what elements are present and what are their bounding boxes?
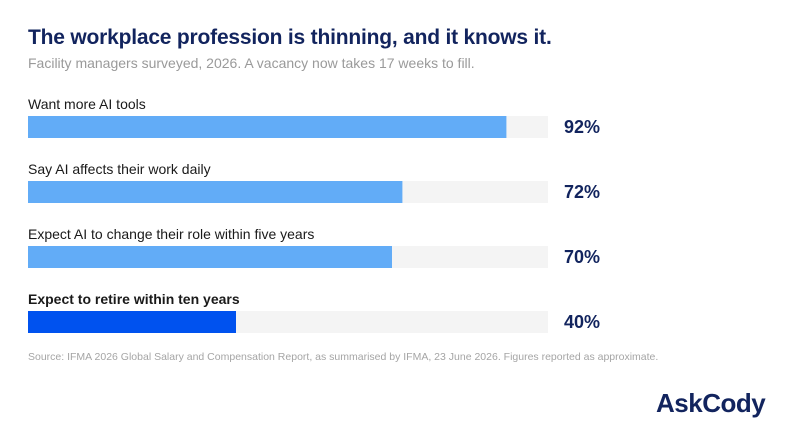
- source-note: Source: IFMA 2026 Global Salary and Comp…: [28, 351, 659, 363]
- value-label: 40%: [564, 312, 600, 332]
- category-label: Say AI affects their work daily: [28, 161, 211, 177]
- bar: [28, 181, 403, 203]
- category-label: Want more AI tools: [28, 96, 146, 112]
- chart-title: The workplace profession is thinning, an…: [28, 26, 552, 49]
- logo-text: AskCody: [656, 388, 766, 418]
- category-label: Expect AI to change their role within fi…: [28, 226, 314, 242]
- value-label: 92%: [564, 117, 600, 137]
- chart-subtitle: Facility managers surveyed, 2026. A vaca…: [28, 55, 475, 71]
- bar: [28, 116, 507, 138]
- value-label: 72%: [564, 182, 600, 202]
- category-label: Expect to retire within ten years: [28, 291, 240, 307]
- bar: [28, 246, 392, 268]
- bar: [28, 311, 236, 333]
- value-label: 70%: [564, 247, 600, 267]
- askcody-logo: AskCody: [656, 388, 766, 419]
